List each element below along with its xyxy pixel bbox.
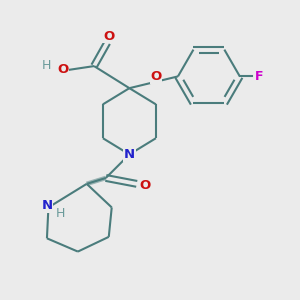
Text: H: H <box>42 59 51 72</box>
Text: N: N <box>41 200 52 212</box>
Text: O: O <box>150 70 162 83</box>
Text: F: F <box>255 70 263 83</box>
Text: H: H <box>56 207 65 220</box>
Text: O: O <box>58 62 69 76</box>
Text: O: O <box>103 29 114 43</box>
Text: N: N <box>124 148 135 161</box>
Text: O: O <box>140 179 151 192</box>
